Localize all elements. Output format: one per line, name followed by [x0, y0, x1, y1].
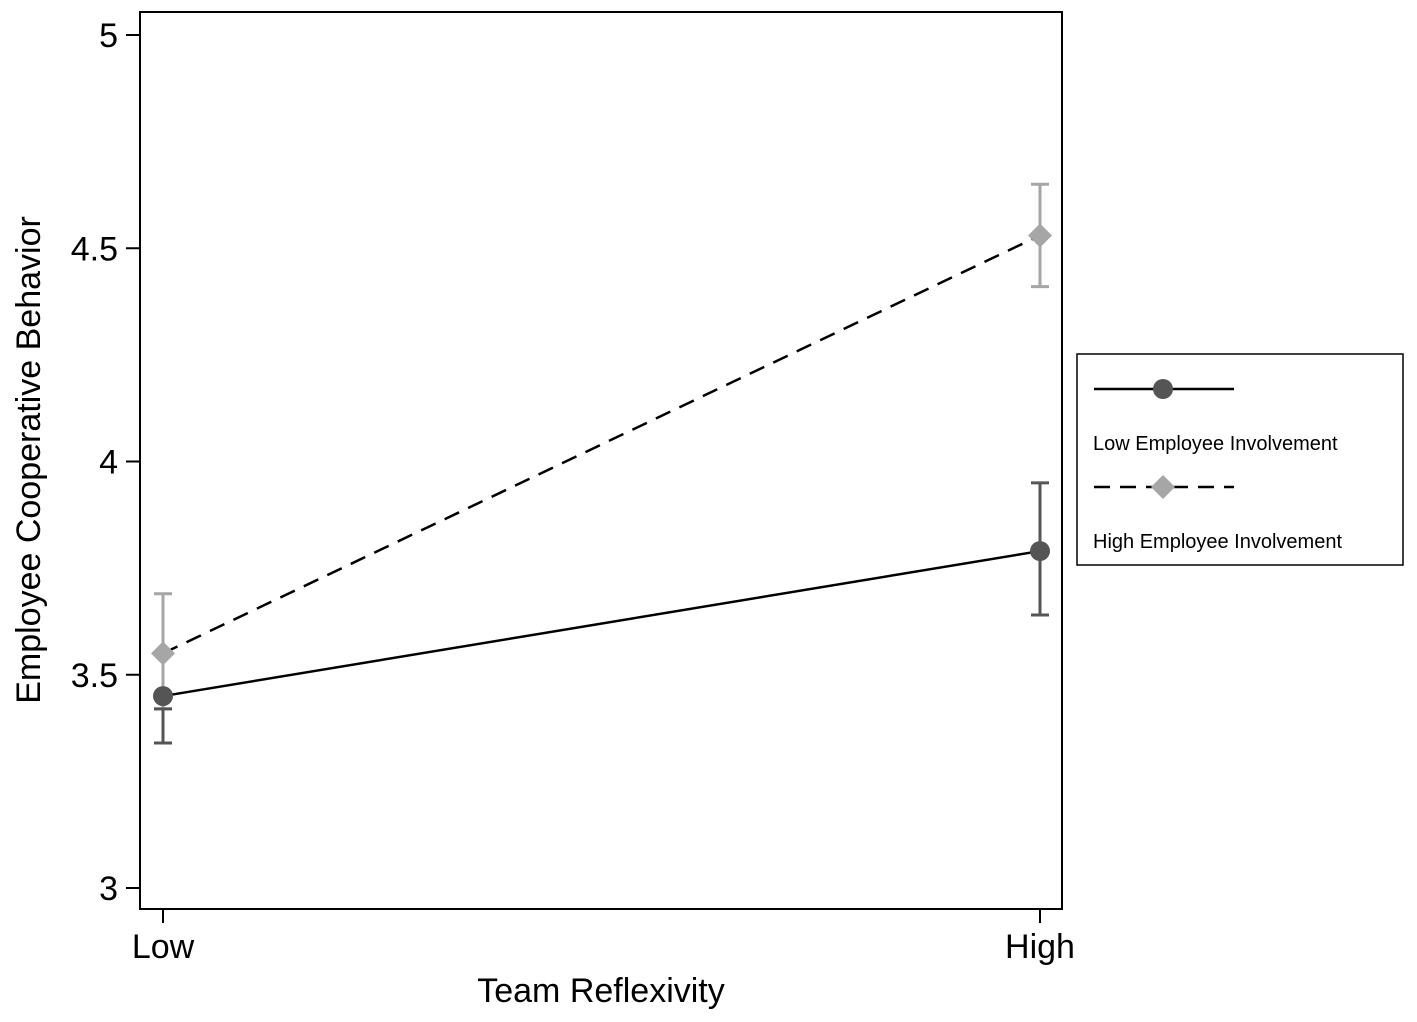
y-tick-label: 3 [99, 870, 118, 908]
series-high-involvement [151, 182, 1052, 711]
legend: Low Employee Involvement High Employee In… [1076, 353, 1404, 566]
x-axis: Low High [132, 909, 1075, 966]
x-tick-label: Low [132, 928, 195, 966]
data-point [1030, 541, 1050, 562]
data-point [153, 686, 173, 707]
y-axis-title: Employee Cooperative Behavior [10, 216, 48, 704]
data-point [151, 641, 175, 666]
legend-label: Low Employee Involvement [1093, 433, 1338, 455]
legend-entry: High Employee Involvement [1093, 475, 1342, 553]
legend-entry: Low Employee Involvement [1093, 379, 1338, 455]
y-tick-label: 5 [99, 17, 118, 55]
legend-marker [1153, 379, 1173, 399]
series-low-involvement [153, 481, 1050, 745]
series-line [162, 549, 1041, 698]
y-tick-label: 4.5 [71, 230, 118, 268]
y-tick-label: 4 [99, 444, 118, 482]
legend-marker [1151, 475, 1175, 499]
data-point [1028, 223, 1052, 248]
x-tick-label: High [1005, 928, 1075, 966]
legend-label: High Employee Involvement [1093, 531, 1342, 553]
series-line [162, 234, 1041, 655]
series-layer [151, 182, 1052, 745]
y-tick-label: 3.5 [71, 657, 118, 695]
x-axis-title: Team Reflexivity [477, 972, 725, 1010]
legend-box [1076, 353, 1404, 566]
y-axis: 3 3.5 4 4.5 5 [71, 17, 140, 908]
plot-frame [139, 11, 1063, 910]
